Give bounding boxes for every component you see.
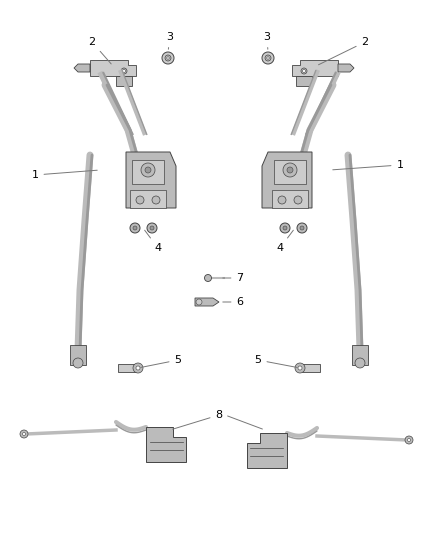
Circle shape — [405, 436, 413, 444]
Circle shape — [355, 358, 365, 368]
Circle shape — [196, 299, 202, 305]
Polygon shape — [90, 60, 136, 76]
Circle shape — [152, 196, 160, 204]
Circle shape — [147, 223, 157, 233]
Polygon shape — [338, 64, 354, 72]
Text: 5: 5 — [254, 355, 297, 367]
Circle shape — [262, 52, 274, 64]
Text: 2: 2 — [318, 37, 368, 65]
Circle shape — [300, 226, 304, 230]
Polygon shape — [262, 152, 312, 208]
Circle shape — [205, 274, 212, 281]
Circle shape — [133, 226, 137, 230]
Polygon shape — [296, 76, 312, 86]
Text: 1: 1 — [333, 160, 403, 170]
Text: 4: 4 — [276, 230, 293, 253]
Circle shape — [123, 69, 126, 72]
Circle shape — [407, 439, 410, 441]
Circle shape — [301, 68, 307, 74]
Bar — [132, 160, 164, 184]
Circle shape — [295, 363, 305, 373]
Circle shape — [22, 432, 25, 435]
Circle shape — [133, 363, 143, 373]
Circle shape — [267, 57, 269, 59]
Text: 3: 3 — [264, 32, 271, 49]
Text: 3: 3 — [166, 32, 173, 49]
Circle shape — [136, 196, 144, 204]
Bar — [130, 190, 166, 208]
Circle shape — [136, 366, 140, 370]
Polygon shape — [116, 76, 132, 86]
Polygon shape — [146, 427, 186, 462]
Bar — [70, 345, 86, 365]
Circle shape — [145, 167, 151, 173]
Circle shape — [287, 167, 293, 173]
Text: 5: 5 — [141, 355, 181, 367]
Bar — [352, 345, 368, 365]
Circle shape — [162, 52, 174, 64]
Circle shape — [130, 223, 140, 233]
Circle shape — [265, 55, 271, 61]
Circle shape — [278, 196, 286, 204]
Circle shape — [73, 358, 83, 368]
Polygon shape — [195, 298, 219, 306]
Circle shape — [298, 366, 302, 370]
Circle shape — [294, 196, 302, 204]
Text: 8: 8 — [173, 410, 223, 429]
Circle shape — [141, 163, 155, 177]
Polygon shape — [74, 64, 90, 72]
Polygon shape — [247, 433, 287, 468]
Text: 6: 6 — [223, 297, 244, 307]
Text: 2: 2 — [88, 37, 111, 64]
Text: 4: 4 — [145, 230, 162, 253]
Circle shape — [167, 57, 169, 59]
Bar — [302, 364, 320, 372]
Circle shape — [150, 226, 154, 230]
Circle shape — [297, 223, 307, 233]
Polygon shape — [292, 60, 338, 76]
Bar — [118, 364, 136, 372]
Circle shape — [303, 69, 305, 72]
Circle shape — [283, 163, 297, 177]
Circle shape — [283, 226, 287, 230]
Polygon shape — [126, 152, 176, 208]
Circle shape — [165, 55, 171, 61]
Bar — [274, 160, 306, 184]
Text: 1: 1 — [32, 170, 97, 180]
Circle shape — [280, 223, 290, 233]
Text: 7: 7 — [223, 273, 244, 283]
Circle shape — [20, 430, 28, 438]
Bar — [272, 190, 308, 208]
Circle shape — [121, 68, 127, 74]
